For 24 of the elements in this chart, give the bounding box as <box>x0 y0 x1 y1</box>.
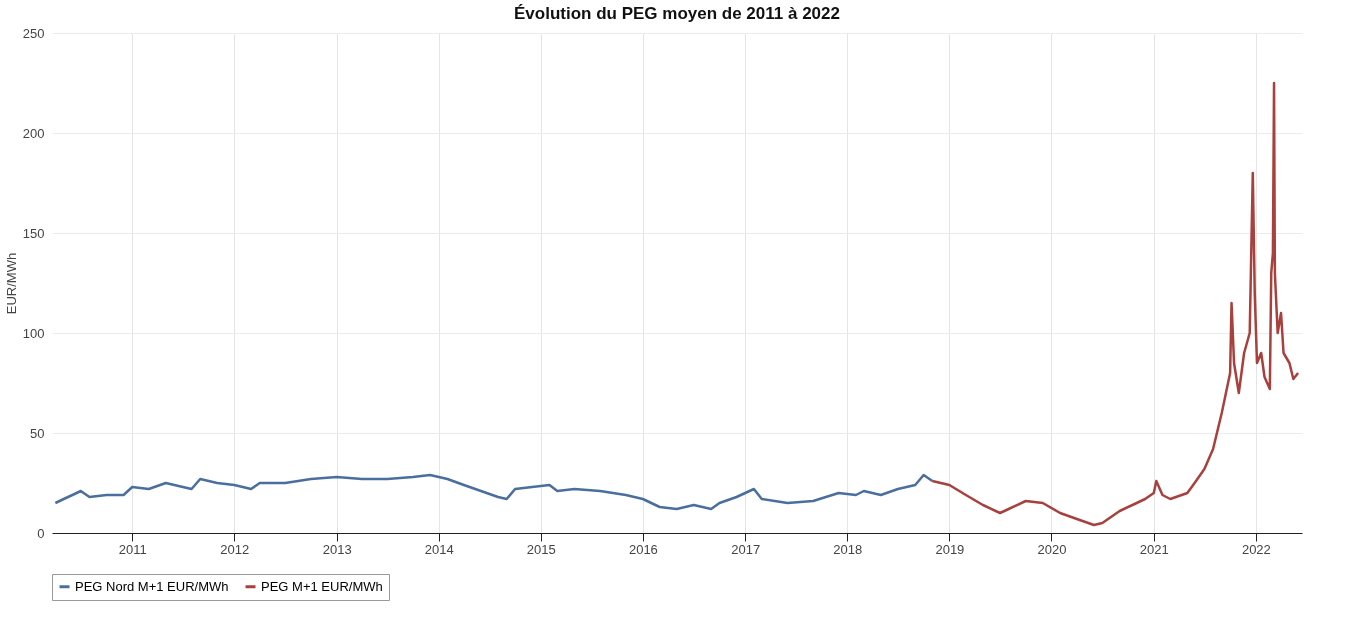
x-tick-label: 2016 <box>628 541 658 557</box>
x-tick-label: 2015 <box>526 541 556 557</box>
x-tick-label: 2018 <box>833 541 863 557</box>
x-tick-label: 2012 <box>220 541 250 557</box>
y-axis-title: EUR/MWh <box>3 252 19 315</box>
line-series <box>931 81 1300 527</box>
x-tick-label: 2019 <box>935 541 965 557</box>
x-tick-label: 2013 <box>322 541 352 557</box>
y-tick-label: 50 <box>30 425 45 441</box>
legend-label: PEG M+1 EUR/MWh <box>261 578 383 594</box>
y-tick-label: 0 <box>37 525 45 541</box>
y-tick-label: 200 <box>22 125 45 141</box>
x-tick-label: 2021 <box>1139 541 1169 557</box>
y-tick-label: 150 <box>22 225 45 241</box>
x-tick-label: 2011 <box>118 541 147 557</box>
legend-label: PEG Nord M+1 EUR/MWh <box>75 578 229 594</box>
x-tick-label: 2017 <box>731 541 761 557</box>
x-tick-label: 2022 <box>1241 541 1271 557</box>
y-tick-label: 100 <box>22 325 45 341</box>
y-tick-label: 250 <box>22 25 45 41</box>
x-tick-label: 2020 <box>1037 541 1067 557</box>
x-tick-label: 2014 <box>424 541 454 557</box>
line-series <box>54 473 934 511</box>
chart-title: Évolution du PEG moyen de 2011 à 2022 <box>514 4 840 23</box>
